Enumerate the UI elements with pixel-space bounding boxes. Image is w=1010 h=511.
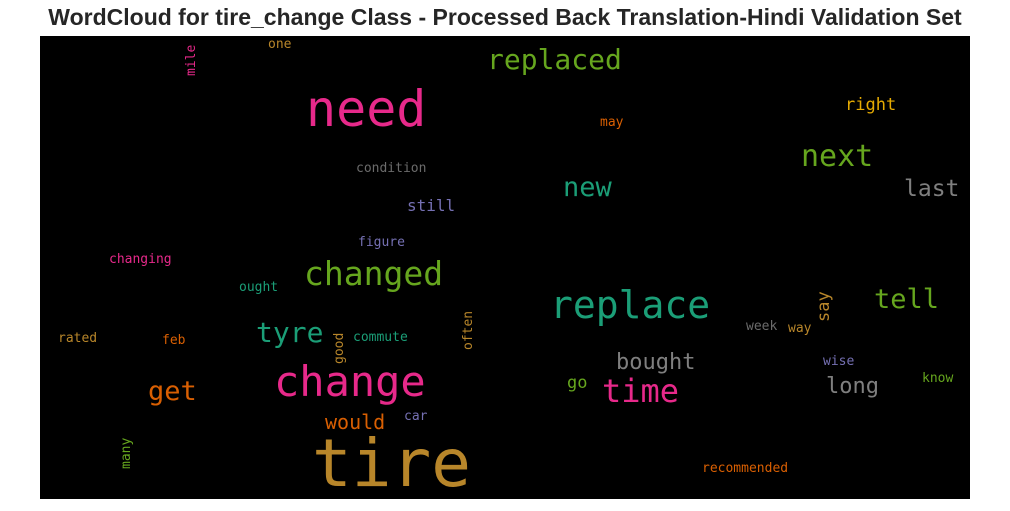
word-last: last <box>904 176 960 202</box>
word-replaced: replaced <box>487 43 622 76</box>
word-recommended: recommended <box>702 461 789 476</box>
word-car: car <box>404 409 428 424</box>
word-week: week <box>746 319 778 334</box>
word-long: long <box>826 374 879 399</box>
word-need: need <box>306 80 427 138</box>
word-time: time <box>602 372 680 410</box>
word-next: next <box>801 139 874 174</box>
word-get: get <box>148 376 197 407</box>
word-right: right <box>845 95 897 115</box>
word-tyre: tyre <box>256 316 324 349</box>
word-often: often <box>461 310 476 350</box>
word-may: may <box>600 115 624 130</box>
word-feb: feb <box>162 333 186 348</box>
word-wise: wise <box>823 354 855 369</box>
wordcloud-canvas: tire need change replace changed replaced next… <box>40 36 970 499</box>
chart-title: WordCloud for tire_change Class - Proces… <box>48 4 962 30</box>
word-replace: replace <box>550 283 711 327</box>
word-changed: changed <box>304 254 444 293</box>
word-know: know <box>922 371 954 386</box>
word-many: many <box>119 437 134 469</box>
word-new: new <box>563 172 612 203</box>
word-figure: figure <box>358 235 405 250</box>
word-mile: mile <box>184 44 199 76</box>
word-tell: tell <box>874 284 940 315</box>
word-way: way <box>788 321 812 336</box>
word-would: would <box>325 410 386 434</box>
word-good: good <box>332 332 347 364</box>
word-ought: ought <box>239 280 279 295</box>
word-rated: rated <box>58 331 98 346</box>
word-say: say <box>814 291 834 322</box>
word-commute: commute <box>353 330 408 345</box>
word-tire: tire <box>312 425 471 499</box>
word-changing: changing <box>109 252 172 267</box>
word-one: one <box>268 37 292 52</box>
word-go: go <box>567 373 588 393</box>
word-bought: bought <box>616 350 696 375</box>
word-still: still <box>407 196 456 215</box>
word-condition: condition <box>356 161 427 176</box>
word-change: change <box>274 357 426 406</box>
